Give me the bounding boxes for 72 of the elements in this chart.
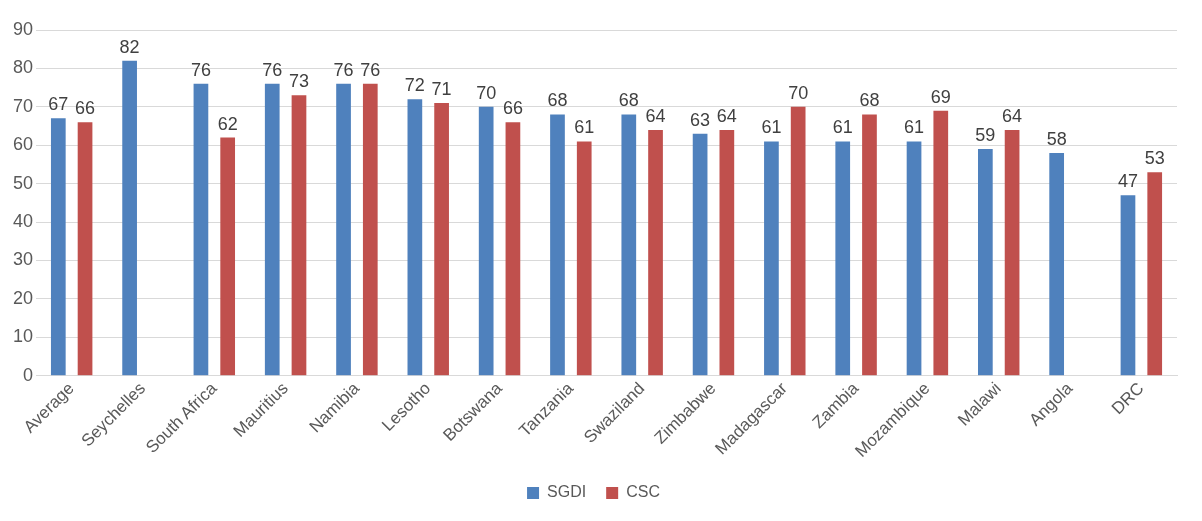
data-label: 76 — [262, 59, 283, 80]
bar — [576, 141, 592, 376]
y-tick-label: 60 — [12, 134, 34, 155]
data-label: 76 — [190, 59, 211, 80]
y-tick-label: 20 — [12, 287, 34, 308]
data-label: 64 — [645, 105, 666, 126]
data-label: 76 — [360, 59, 381, 80]
bar — [764, 141, 779, 376]
bar — [1004, 129, 1020, 376]
bar — [790, 106, 806, 376]
data-label: 63 — [690, 109, 711, 130]
bar — [50, 118, 66, 376]
data-label: 53 — [1144, 148, 1165, 169]
bar — [621, 114, 637, 376]
bar — [719, 129, 735, 376]
bar — [933, 110, 949, 376]
data-label: 70 — [476, 82, 497, 103]
y-tick-label: 90 — [12, 18, 34, 39]
y-tick-label: 30 — [12, 249, 34, 270]
data-label: 62 — [217, 113, 238, 134]
legend-label: CSC — [626, 483, 660, 501]
data-label: 47 — [1117, 171, 1138, 192]
bar — [264, 83, 280, 376]
bar — [336, 83, 351, 376]
data-label: 61 — [832, 117, 853, 138]
bar — [478, 106, 494, 376]
data-label: 61 — [574, 117, 595, 138]
bar — [122, 60, 137, 376]
bar — [862, 114, 877, 376]
data-label: 68 — [859, 90, 880, 111]
y-tick-label: 40 — [12, 211, 34, 232]
bar — [407, 99, 423, 376]
bar — [77, 122, 93, 376]
bar — [362, 83, 378, 376]
data-label: 61 — [761, 117, 782, 138]
bar — [434, 102, 449, 376]
bar — [906, 141, 922, 376]
bar — [193, 83, 209, 376]
y-tick-label: 50 — [12, 172, 34, 193]
data-label: 76 — [333, 59, 354, 80]
bar — [1120, 195, 1136, 376]
data-label: 72 — [404, 75, 425, 96]
data-label: 69 — [930, 86, 951, 107]
bar — [220, 137, 236, 376]
y-tick-label: 70 — [12, 95, 34, 116]
data-label: 61 — [904, 117, 925, 138]
y-tick-label: 0 — [23, 364, 34, 385]
data-label: 66 — [502, 98, 523, 119]
bar — [648, 129, 663, 376]
data-label: 59 — [975, 125, 996, 146]
bar — [1049, 152, 1065, 376]
bar — [505, 122, 521, 376]
y-tick-label: 10 — [12, 326, 34, 347]
bar — [1147, 172, 1163, 376]
data-label: 64 — [1002, 105, 1023, 126]
data-label: 58 — [1046, 128, 1067, 149]
bar — [835, 141, 851, 376]
data-label: 68 — [547, 90, 568, 111]
y-tick-label: 80 — [12, 57, 34, 78]
legend-label: SGDI — [547, 483, 587, 501]
data-label: 70 — [788, 82, 809, 103]
data-label: 71 — [431, 78, 452, 99]
bar — [291, 95, 307, 376]
data-label: 73 — [288, 71, 309, 92]
data-label: 82 — [119, 36, 140, 57]
data-label: 68 — [618, 90, 639, 111]
data-label: 67 — [48, 94, 69, 115]
data-label: 66 — [75, 98, 96, 119]
bar — [550, 114, 565, 376]
bar — [978, 149, 993, 376]
data-label: 64 — [716, 105, 737, 126]
bar — [692, 133, 708, 376]
